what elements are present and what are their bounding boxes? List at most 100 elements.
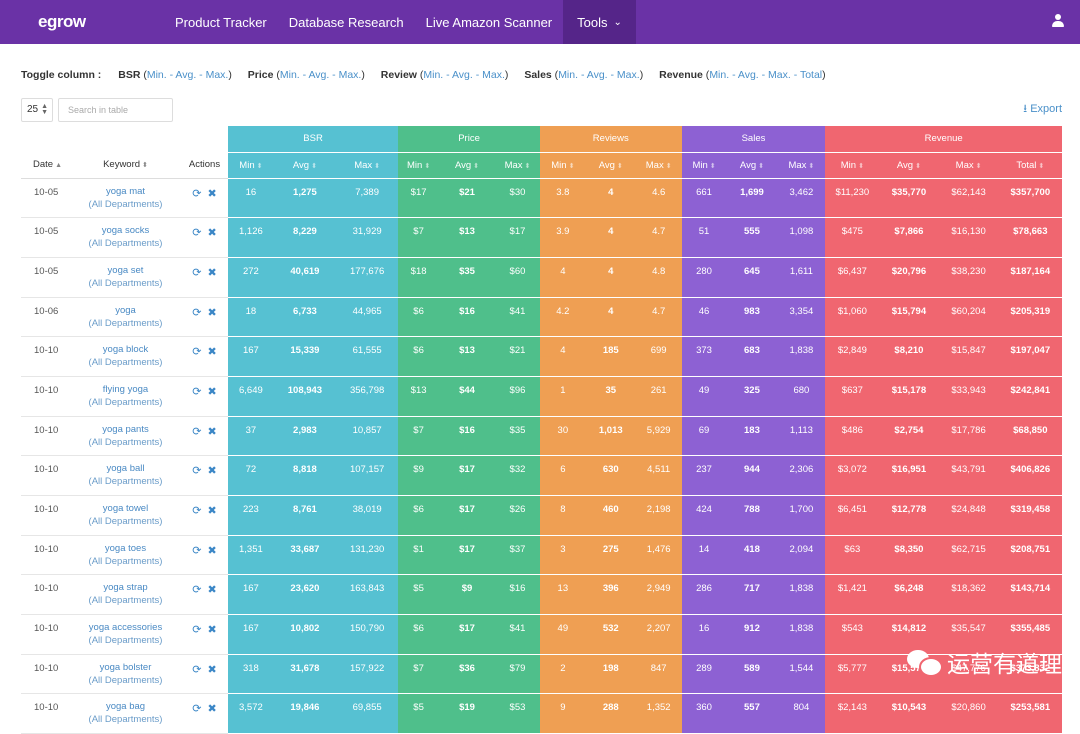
- col-header-price-max[interactable]: Max⬍: [495, 152, 540, 178]
- toggle-options[interactable]: Min. - Avg. - Max.: [147, 69, 229, 81]
- col-header-reviews-max[interactable]: Max⬍: [636, 152, 682, 178]
- sort-icon: ⬍: [142, 162, 148, 169]
- egrow-logo[interactable]: egrow: [0, 0, 150, 44]
- department-link[interactable]: (All Departments): [70, 555, 181, 568]
- col-header-revenue-max[interactable]: Max⬍: [939, 152, 999, 178]
- keyword-link[interactable]: yoga bag: [70, 700, 181, 713]
- delete-icon[interactable]: ✖: [208, 584, 217, 596]
- col-header-sales-max[interactable]: Max⬍: [777, 152, 825, 178]
- delete-icon[interactable]: ✖: [208, 188, 217, 200]
- department-link[interactable]: (All Departments): [70, 277, 181, 290]
- toggle-options[interactable]: Min. - Avg. - Max. - Total: [709, 69, 822, 81]
- delete-icon[interactable]: ✖: [208, 703, 217, 715]
- delete-icon[interactable]: ✖: [208, 346, 217, 358]
- delete-icon[interactable]: ✖: [208, 505, 217, 517]
- department-link[interactable]: (All Departments): [70, 634, 181, 647]
- cell-reviews-avg: 532: [586, 615, 636, 655]
- nav-live-amazon-scanner[interactable]: Live Amazon Scanner: [415, 0, 563, 44]
- cell-reviews-avg: 185: [586, 337, 636, 377]
- delete-icon[interactable]: ✖: [208, 227, 217, 239]
- refresh-icon[interactable]: ⟳: [192, 584, 201, 596]
- keyword-link[interactable]: yoga: [70, 304, 181, 317]
- refresh-icon[interactable]: ⟳: [192, 703, 201, 715]
- delete-icon[interactable]: ✖: [208, 267, 217, 279]
- department-link[interactable]: (All Departments): [70, 356, 181, 369]
- refresh-icon[interactable]: ⟳: [192, 545, 201, 557]
- col-header-date[interactable]: Date▲: [21, 152, 70, 178]
- delete-icon[interactable]: ✖: [208, 465, 217, 477]
- keyword-link[interactable]: yoga pants: [70, 423, 181, 436]
- refresh-icon[interactable]: ⟳: [192, 227, 201, 239]
- col-header-sales-min[interactable]: Min⬍: [682, 152, 727, 178]
- refresh-icon[interactable]: ⟳: [192, 346, 201, 358]
- refresh-icon[interactable]: ⟳: [192, 386, 201, 398]
- keyword-link[interactable]: yoga block: [70, 343, 181, 356]
- department-link[interactable]: (All Departments): [70, 674, 181, 687]
- keyword-link[interactable]: yoga ball: [70, 462, 181, 475]
- cell-price-min: $7: [398, 416, 439, 456]
- col-header-bsr-max[interactable]: Max⬍: [336, 152, 398, 178]
- nav-product-tracker[interactable]: Product Tracker: [164, 0, 278, 44]
- delete-icon[interactable]: ✖: [208, 624, 217, 636]
- keyword-table: BSR Price Reviews Sales Revenue Date▲Key…: [21, 126, 1062, 734]
- delete-icon[interactable]: ✖: [208, 664, 217, 676]
- keyword-link[interactable]: yoga socks: [70, 224, 181, 237]
- keyword-link[interactable]: yoga set: [70, 264, 181, 277]
- col-header-reviews-avg[interactable]: Avg⬍: [586, 152, 636, 178]
- col-header-price-min[interactable]: Min⬍: [398, 152, 439, 178]
- keyword-link[interactable]: yoga accessories: [70, 621, 181, 634]
- department-link[interactable]: (All Departments): [70, 515, 181, 528]
- search-input[interactable]: Search in table: [58, 98, 173, 122]
- toggle-options[interactable]: Min. - Avg. - Max.: [558, 69, 640, 81]
- delete-icon[interactable]: ✖: [208, 386, 217, 398]
- cell-revenue-avg: $16,951: [879, 456, 938, 496]
- col-header-bsr-min[interactable]: Min⬍: [228, 152, 274, 178]
- col-header-revenue-avg[interactable]: Avg⬍: [879, 152, 938, 178]
- page-size-select[interactable]: 25▲▼: [21, 98, 53, 122]
- user-icon[interactable]: [1052, 14, 1064, 28]
- cell-revenue-min: $2,849: [825, 337, 879, 377]
- nav-tools-dropdown[interactable]: Tools⌄: [563, 0, 636, 44]
- delete-icon[interactable]: ✖: [208, 545, 217, 557]
- toggle-options[interactable]: Min. - Avg. - Max.: [423, 69, 505, 81]
- sort-icon: ⬍: [525, 163, 531, 170]
- export-button[interactable]: ⭳ Export: [1023, 100, 1062, 119]
- cell-sales-max: 680: [777, 376, 825, 416]
- keyword-link[interactable]: flying yoga: [70, 383, 181, 396]
- col-header-sales-avg[interactable]: Avg⬍: [726, 152, 777, 178]
- keyword-link[interactable]: yoga towel: [70, 502, 181, 515]
- col-header-reviews-min[interactable]: Min⬍: [540, 152, 586, 178]
- col-header-revenue-total[interactable]: Total⬍: [999, 152, 1062, 178]
- keyword-link[interactable]: yoga bolster: [70, 661, 181, 674]
- nav-database-research[interactable]: Database Research: [278, 0, 415, 44]
- department-link[interactable]: (All Departments): [70, 475, 181, 488]
- delete-icon[interactable]: ✖: [208, 307, 217, 319]
- refresh-icon[interactable]: ⟳: [192, 664, 201, 676]
- department-link[interactable]: (All Departments): [70, 198, 181, 211]
- col-header-revenue-min[interactable]: Min⬍: [825, 152, 879, 178]
- col-header-bsr-avg[interactable]: Avg⬍: [274, 152, 336, 178]
- keyword-link[interactable]: yoga mat: [70, 185, 181, 198]
- delete-icon[interactable]: ✖: [208, 426, 217, 438]
- refresh-icon[interactable]: ⟳: [192, 624, 201, 636]
- department-link[interactable]: (All Departments): [70, 237, 181, 250]
- department-link[interactable]: (All Departments): [70, 436, 181, 449]
- cell-bsr-min: 18: [228, 297, 274, 337]
- department-link[interactable]: (All Departments): [70, 396, 181, 409]
- cell-price-max: $26: [495, 496, 540, 536]
- department-link[interactable]: (All Departments): [70, 594, 181, 607]
- refresh-icon[interactable]: ⟳: [192, 188, 201, 200]
- department-link[interactable]: (All Departments): [70, 713, 181, 726]
- col-header-keyword[interactable]: Keyword⬍: [70, 152, 181, 178]
- department-link[interactable]: (All Departments): [70, 317, 181, 330]
- keyword-link[interactable]: yoga strap: [70, 581, 181, 594]
- refresh-icon[interactable]: ⟳: [192, 465, 201, 477]
- refresh-icon[interactable]: ⟳: [192, 267, 201, 279]
- toggle-options[interactable]: Min. - Avg. - Max.: [280, 69, 362, 81]
- refresh-icon[interactable]: ⟳: [192, 426, 201, 438]
- refresh-icon[interactable]: ⟳: [192, 505, 201, 517]
- refresh-icon[interactable]: ⟳: [192, 307, 201, 319]
- col-header-price-avg[interactable]: Avg⬍: [439, 152, 495, 178]
- keyword-link[interactable]: yoga toes: [70, 542, 181, 555]
- cell-revenue-min: $6,451: [825, 496, 879, 536]
